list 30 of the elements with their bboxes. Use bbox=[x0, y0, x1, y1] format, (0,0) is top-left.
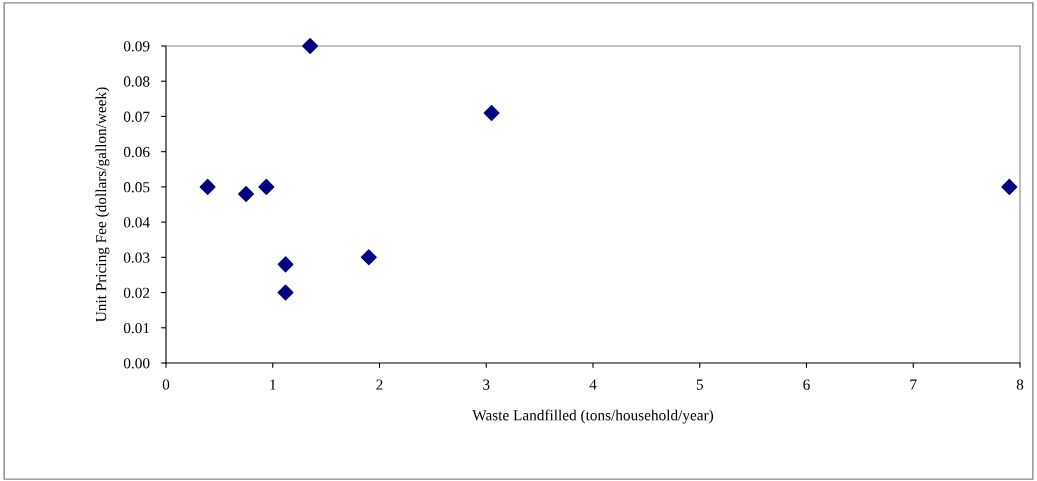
x-axis-title: Waste Landfilled (tons/household/year) bbox=[472, 409, 714, 424]
y-tick-label: 0.08 bbox=[123, 76, 150, 87]
x-tick-label: 5 bbox=[696, 379, 703, 390]
y-tick-label: 0.01 bbox=[123, 322, 150, 334]
point bbox=[277, 256, 294, 273]
point bbox=[360, 249, 377, 266]
x-tick-label: 7 bbox=[910, 379, 917, 390]
point bbox=[302, 38, 319, 54]
point bbox=[277, 284, 294, 301]
point bbox=[483, 104, 500, 121]
x-tick-label: 6 bbox=[803, 379, 810, 390]
y-tick-label: 0.00 bbox=[123, 358, 150, 369]
y-tick-label: 0.09 bbox=[123, 41, 150, 52]
x-tick-label: 2 bbox=[376, 379, 383, 390]
point bbox=[258, 178, 275, 195]
point bbox=[199, 178, 216, 195]
x-tick-label: 1 bbox=[270, 379, 276, 390]
x-tick-label: 4 bbox=[589, 379, 597, 390]
point bbox=[238, 185, 255, 202]
x-tick-label: 8 bbox=[1016, 379, 1024, 390]
y-tick-label: 0.05 bbox=[123, 182, 150, 193]
x-tick-label: 3 bbox=[483, 379, 490, 390]
y-tick-label: 0.06 bbox=[123, 146, 150, 158]
point bbox=[1001, 178, 1018, 195]
y-tick-label: 0.07 bbox=[123, 111, 150, 122]
y-tick-label: 0.04 bbox=[123, 217, 150, 228]
y-tick-label: 0.03 bbox=[123, 252, 150, 263]
y-tick-label: 0.02 bbox=[123, 287, 150, 299]
x-tick-label: 0 bbox=[162, 379, 170, 390]
y-axis-title: Unit Pricing Fee (dollars/gallon/week) bbox=[95, 87, 110, 322]
